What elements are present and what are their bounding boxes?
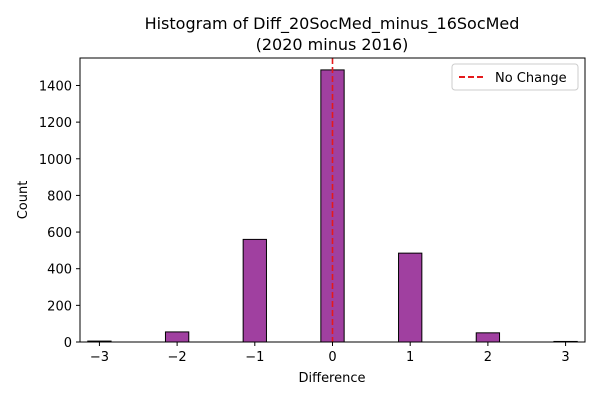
- y-tick-label: 1400: [39, 79, 72, 94]
- histogram-bar: [475, 332, 501, 343]
- chart-title-line-1: Histogram of Diff_20SocMed_minus_16SocMe…: [145, 14, 520, 34]
- legend-label: No Change: [495, 71, 567, 86]
- y-axis-ticks: 0 200 400 600 800 1000 1200 1400: [39, 79, 80, 351]
- y-tick-label: 800: [47, 189, 72, 204]
- x-axis-ticks: −3 −2 −1 0 1 2 3: [90, 342, 570, 365]
- y-tick-label: 1000: [39, 153, 72, 168]
- legend: No Change: [451, 63, 579, 91]
- x-tick-label: 1: [406, 350, 414, 365]
- y-tick-label: 400: [47, 263, 72, 278]
- x-tick-label: 0: [328, 350, 336, 365]
- y-tick-label: 200: [47, 299, 72, 314]
- legend-box: [451, 63, 579, 91]
- y-tick-label: 1200: [39, 116, 72, 131]
- histogram-bar: [242, 238, 267, 343]
- y-axis-label: Count: [16, 181, 31, 220]
- x-tick-label: −2: [168, 350, 187, 365]
- x-tick-label: −1: [245, 350, 264, 365]
- chart-title-line-2: (2020 minus 2016): [256, 35, 409, 54]
- x-tick-label: 3: [561, 350, 569, 365]
- x-tick-label: −3: [90, 350, 109, 365]
- y-tick-label: 0: [64, 336, 72, 351]
- histogram-bar: [398, 252, 423, 343]
- y-tick-label: 600: [47, 226, 72, 241]
- x-axis-label: Difference: [298, 371, 365, 386]
- histogram-bar: [164, 331, 190, 343]
- x-tick-label: 2: [484, 350, 492, 365]
